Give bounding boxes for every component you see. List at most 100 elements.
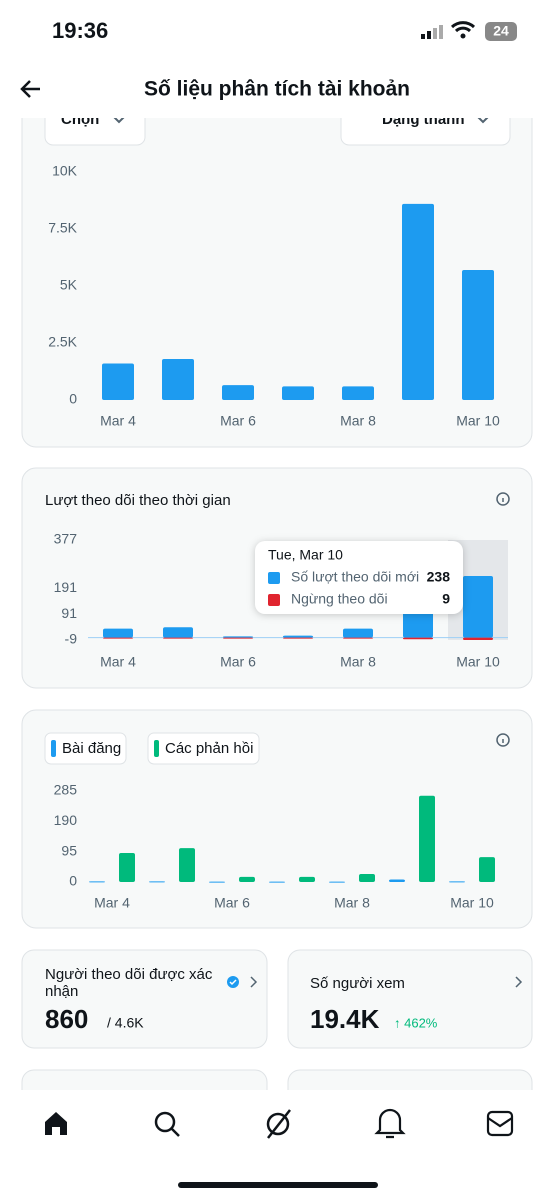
x-tick-label: Mar 10 <box>450 895 494 911</box>
nav-notifications[interactable] <box>374 1108 406 1139</box>
legend-swatch <box>51 740 56 757</box>
stat-detail: ↑ 462% <box>394 1015 438 1030</box>
charts: 0 2.5K 5K 7.5K 10K Mar 4 Mar 6 Mar 8 Mar 10 -9 91 1… <box>44 163 508 911</box>
legend-chip[interactable] <box>147 732 260 765</box>
bar <box>449 881 465 883</box>
chart-card <box>21 99 533 448</box>
nav-messages[interactable] <box>486 1110 514 1137</box>
y-tick-label: 377 <box>54 531 78 547</box>
verified-check <box>229 979 237 986</box>
home-indicator <box>178 1182 378 1188</box>
y-tick-label: 190 <box>54 812 78 828</box>
info-icon[interactable] <box>496 492 510 506</box>
tooltip-value: 238 <box>427 569 451 585</box>
bar <box>283 637 313 639</box>
y-tick-label: 5K <box>60 277 78 293</box>
stat-card[interactable] <box>287 949 533 1049</box>
tooltip-swatch <box>268 594 280 606</box>
nav-grok[interactable] <box>266 1109 291 1139</box>
x-tick-label: Mar 10 <box>456 413 500 429</box>
battery-level: 24 <box>493 23 509 39</box>
bar <box>479 857 495 882</box>
bar <box>119 852 135 882</box>
y-tick-label: 2.5K <box>48 334 77 350</box>
bar <box>463 576 493 638</box>
x-tick-label: Mar 6 <box>220 413 256 429</box>
header-bg <box>0 0 555 118</box>
legend-chip[interactable] <box>44 732 127 765</box>
chevron <box>250 976 258 988</box>
x-tick-label: Mar 6 <box>214 895 250 911</box>
bar <box>103 628 133 638</box>
chart-title: Lượt theo dõi theo thời gian <box>45 492 231 509</box>
x-tick-label: Mar 4 <box>94 895 130 911</box>
bar <box>89 881 105 883</box>
bar <box>282 386 314 400</box>
battery-icon <box>485 22 517 41</box>
page-title: Số liệu phân tích tài khoản <box>144 78 410 101</box>
x-tick-label: Mar 8 <box>340 654 376 670</box>
bar <box>343 637 373 639</box>
y-tick-label: 0 <box>69 391 77 407</box>
bar <box>149 881 165 883</box>
bar <box>329 881 345 883</box>
stat-value: 19.4K <box>310 1004 380 1034</box>
y-tick-label: 0 <box>69 873 77 889</box>
bar <box>209 881 225 883</box>
stat-detail: / 4.6K <box>107 1015 144 1031</box>
x-tick-label: Mar 4 <box>100 413 136 429</box>
bar <box>299 876 315 882</box>
legend-label: Các phản hồi <box>165 740 253 757</box>
bar <box>463 637 493 640</box>
chart-card <box>21 709 533 929</box>
tooltip-swatch <box>268 572 280 584</box>
signal-icon <box>421 25 443 39</box>
bar <box>223 637 253 639</box>
bar <box>103 637 133 639</box>
bar <box>462 270 494 400</box>
nav-search[interactable] <box>154 1111 180 1137</box>
nav-bar <box>0 1090 555 1200</box>
tooltip-label: Số lượt theo dõi mới <box>291 569 419 585</box>
x-tick-label: Mar 8 <box>340 413 376 429</box>
bar <box>389 879 405 882</box>
tooltip: Tue, Mar 10 Số lượt theo dõi mới 238 Ngừng … <box>255 541 463 614</box>
x-tick-label: Mar 4 <box>100 654 136 670</box>
nav-home[interactable] <box>45 1112 67 1135</box>
y-tick-label: -9 <box>65 631 78 647</box>
tooltip-value: 9 <box>442 591 450 607</box>
tooltip-label: Ngừng theo dõi <box>291 591 388 607</box>
bar <box>162 358 194 400</box>
x-tick-label: Mar 6 <box>220 654 256 670</box>
x-tick-label: Mar 10 <box>456 654 500 670</box>
chevron <box>515 976 523 988</box>
bar <box>163 637 193 639</box>
bar <box>342 386 374 400</box>
bar <box>179 848 195 882</box>
y-tick-label: 95 <box>61 842 77 858</box>
bar <box>223 636 253 638</box>
legend-swatch <box>154 740 159 757</box>
bar <box>283 635 313 638</box>
stat-value: 860 <box>45 1004 88 1034</box>
bar <box>269 881 285 883</box>
status-time: 19:36 <box>52 18 108 43</box>
bar <box>343 628 373 638</box>
x-tick-label: Mar 8 <box>334 895 370 911</box>
info-icon[interactable] <box>496 733 510 747</box>
y-tick-label: 10K <box>52 163 78 179</box>
y-tick-label: 91 <box>61 605 77 621</box>
tooltip-box <box>255 541 463 614</box>
y-tick-label: 191 <box>54 579 78 595</box>
y-tick-label: 7.5K <box>48 220 77 236</box>
wifi-dot <box>460 33 466 39</box>
y-tick-label: 285 <box>54 782 78 798</box>
stat-card[interactable] <box>21 949 268 1049</box>
bar <box>222 385 254 400</box>
back-button[interactable] <box>20 80 40 98</box>
stat-title: Người theo dõi được xác nhận <box>45 966 213 1000</box>
bar <box>163 627 193 638</box>
tooltip-title: Tue, Mar 10 <box>268 547 343 563</box>
